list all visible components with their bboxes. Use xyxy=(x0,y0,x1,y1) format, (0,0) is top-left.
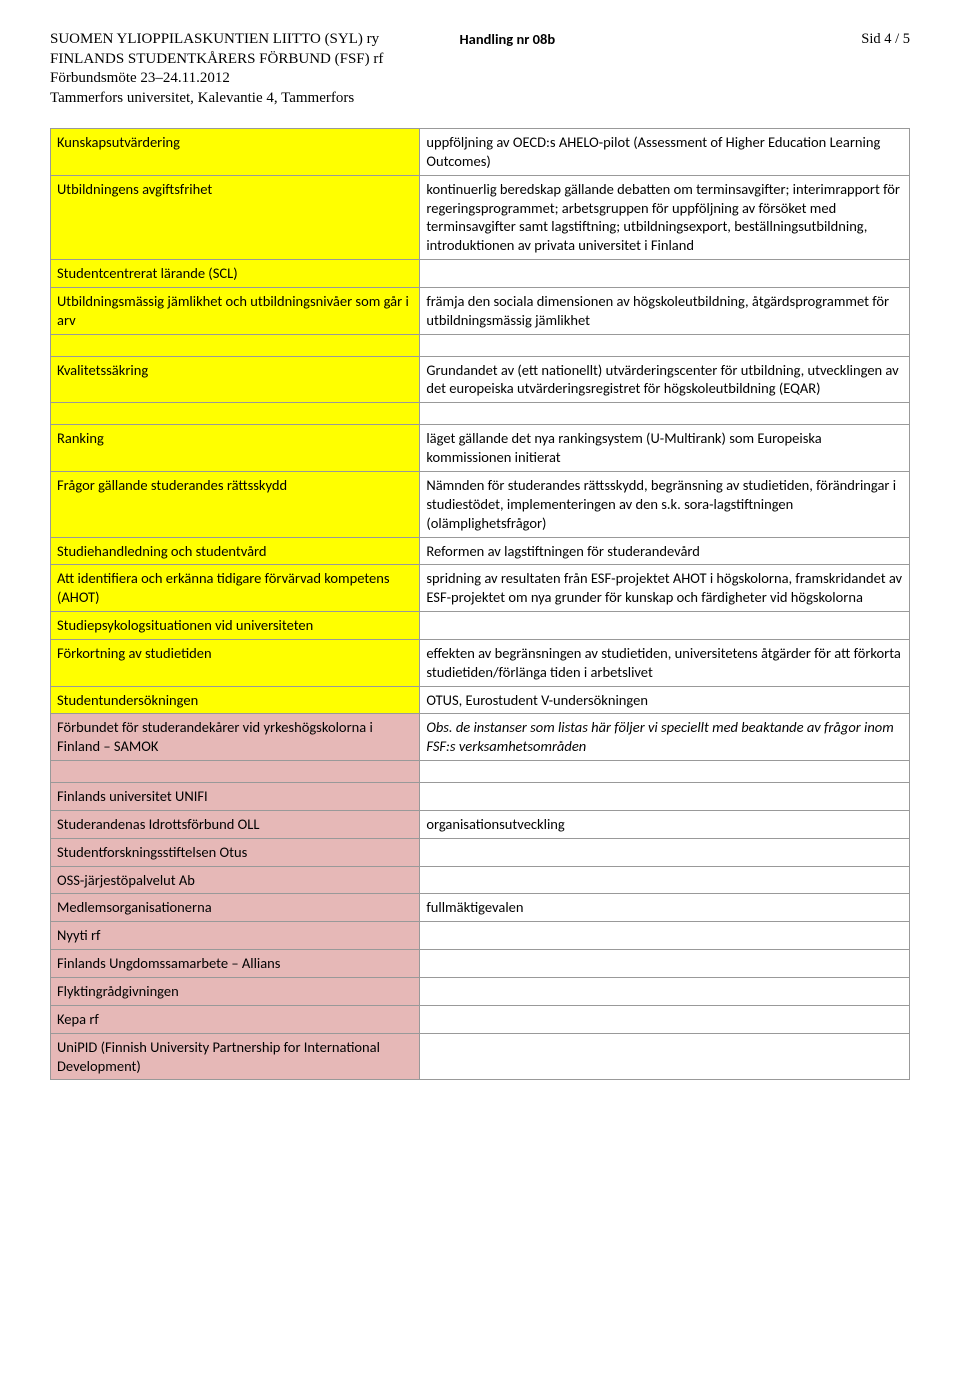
cell-topic: Finlands universitet UNIFI xyxy=(51,783,420,811)
table-row: Studiehandledning och studentvård Reform… xyxy=(51,537,910,565)
table-row: Att identifiera och erkänna tidigare för… xyxy=(51,565,910,612)
cell-desc: organisationsutveckling xyxy=(420,810,910,838)
table-row: Studerandenas Idrottsförbund OLL organis… xyxy=(51,810,910,838)
table-row: Medlemsorganisationerna fullmäktigevalen xyxy=(51,894,910,922)
cell-topic: Flyktingrådgivningen xyxy=(51,978,420,1006)
table-row: Kvalitetssäkring Grundandet av (ett nati… xyxy=(51,356,910,403)
cell-desc: fullmäktigevalen xyxy=(420,894,910,922)
org-name-1: SUOMEN YLIOPPILASKUNTIEN LIITTO (SYL) ry xyxy=(50,30,460,50)
cell-topic: Förkortning av studietiden xyxy=(51,639,420,686)
cell-topic: Kepa rf xyxy=(51,1005,420,1033)
cell-desc xyxy=(420,978,910,1006)
header-left: SUOMEN YLIOPPILASKUNTIEN LIITTO (SYL) ry… xyxy=(50,30,460,108)
table-row: Finlands Ungdomssamarbete – Allians xyxy=(51,950,910,978)
cell-desc: OTUS, Eurostudent V-undersökningen xyxy=(420,686,910,714)
table-row: Studiepsykologsituationen vid universite… xyxy=(51,612,910,640)
cell-topic: Utbildningsmässig jämlikhet och utbildni… xyxy=(51,287,420,334)
cell-topic: Förbundet för studerandekårer vid yrkesh… xyxy=(51,714,420,761)
cell-topic: Studentcentrerat lärande (SCL) xyxy=(51,260,420,288)
cell-desc: kontinuerlig beredskap gällande debatten… xyxy=(420,175,910,259)
cell-desc xyxy=(420,866,910,894)
meeting-date: Förbundsmöte 23–24.11.2012 xyxy=(50,69,460,89)
table-row: Flyktingrådgivningen xyxy=(51,978,910,1006)
table-row: Studentundersökningen OTUS, Eurostudent … xyxy=(51,686,910,714)
cell-desc: Reformen av lagstiftningen för studerand… xyxy=(420,537,910,565)
table-row: Förkortning av studietiden effekten av b… xyxy=(51,639,910,686)
cell-topic: Nyyti rf xyxy=(51,922,420,950)
page-info: Sid 4 / 5 xyxy=(746,30,910,108)
cell-topic: Studentforskningsstiftelsen Otus xyxy=(51,838,420,866)
table-row: Studentcentrerat lärande (SCL) xyxy=(51,260,910,288)
table-row: Utbildningens avgiftsfrihet kontinuerlig… xyxy=(51,175,910,259)
table-row: Kunskapsutvärdering uppföljning av OECD:… xyxy=(51,129,910,176)
document-number: Handling nr 08b xyxy=(460,30,747,108)
cell-desc xyxy=(420,1033,910,1080)
content-table: Kunskapsutvärdering uppföljning av OECD:… xyxy=(50,128,910,1080)
org-name-2: FINLANDS STUDENTKÅRERS FÖRBUND (FSF) rf xyxy=(50,50,460,70)
cell-topic: Kvalitetssäkring xyxy=(51,356,420,403)
cell-topic: Ranking xyxy=(51,425,420,472)
table-row: OSS-järjestöpalvelut Ab xyxy=(51,866,910,894)
table-row-spacer xyxy=(51,403,910,425)
cell-desc xyxy=(420,1005,910,1033)
cell-topic: UniPID (Finnish University Partnership f… xyxy=(51,1033,420,1080)
table-row-spacer xyxy=(51,761,910,783)
table-row: UniPID (Finnish University Partnership f… xyxy=(51,1033,910,1080)
cell-desc: Obs. de instanser som listas här följer … xyxy=(420,714,910,761)
cell-desc: Nämnden för studerandes rättsskydd, begr… xyxy=(420,471,910,537)
cell-desc xyxy=(420,838,910,866)
cell-topic: Frågor gällande studerandes rättsskydd xyxy=(51,471,420,537)
cell-desc: främja den sociala dimensionen av högsko… xyxy=(420,287,910,334)
table-row-spacer xyxy=(51,334,910,356)
meeting-location: Tammerfors universitet, Kalevantie 4, Ta… xyxy=(50,89,460,109)
cell-desc: spridning av resultaten från ESF-projekt… xyxy=(420,565,910,612)
table-row: Finlands universitet UNIFI xyxy=(51,783,910,811)
table-row: Frågor gällande studerandes rättsskydd N… xyxy=(51,471,910,537)
cell-topic: Studiepsykologsituationen vid universite… xyxy=(51,612,420,640)
cell-desc: uppföljning av OECD:s AHELO-pilot (Asses… xyxy=(420,129,910,176)
cell-desc xyxy=(420,783,910,811)
cell-topic: Kunskapsutvärdering xyxy=(51,129,420,176)
cell-topic: Studentundersökningen xyxy=(51,686,420,714)
cell-desc xyxy=(420,612,910,640)
table-row: Nyyti rf xyxy=(51,922,910,950)
cell-desc xyxy=(420,922,910,950)
table-row: Förbundet för studerandekårer vid yrkesh… xyxy=(51,714,910,761)
cell-desc: effekten av begränsningen av studietiden… xyxy=(420,639,910,686)
cell-topic: Utbildningens avgiftsfrihet xyxy=(51,175,420,259)
cell-topic: Studiehandledning och studentvård xyxy=(51,537,420,565)
cell-topic: Finlands Ungdomssamarbete – Allians xyxy=(51,950,420,978)
table-row: Ranking läget gällande det nya rankingsy… xyxy=(51,425,910,472)
cell-desc: läget gällande det nya rankingsystem (U-… xyxy=(420,425,910,472)
cell-topic: Medlemsorganisationerna xyxy=(51,894,420,922)
table-row: Utbildningsmässig jämlikhet och utbildni… xyxy=(51,287,910,334)
cell-desc xyxy=(420,950,910,978)
table-row: Studentforskningsstiftelsen Otus xyxy=(51,838,910,866)
document-header: SUOMEN YLIOPPILASKUNTIEN LIITTO (SYL) ry… xyxy=(50,30,910,108)
cell-desc xyxy=(420,260,910,288)
cell-topic: OSS-järjestöpalvelut Ab xyxy=(51,866,420,894)
cell-topic: Att identifiera och erkänna tidigare för… xyxy=(51,565,420,612)
cell-topic: Studerandenas Idrottsförbund OLL xyxy=(51,810,420,838)
cell-desc: Grundandet av (ett nationellt) utvärderi… xyxy=(420,356,910,403)
table-row: Kepa rf xyxy=(51,1005,910,1033)
